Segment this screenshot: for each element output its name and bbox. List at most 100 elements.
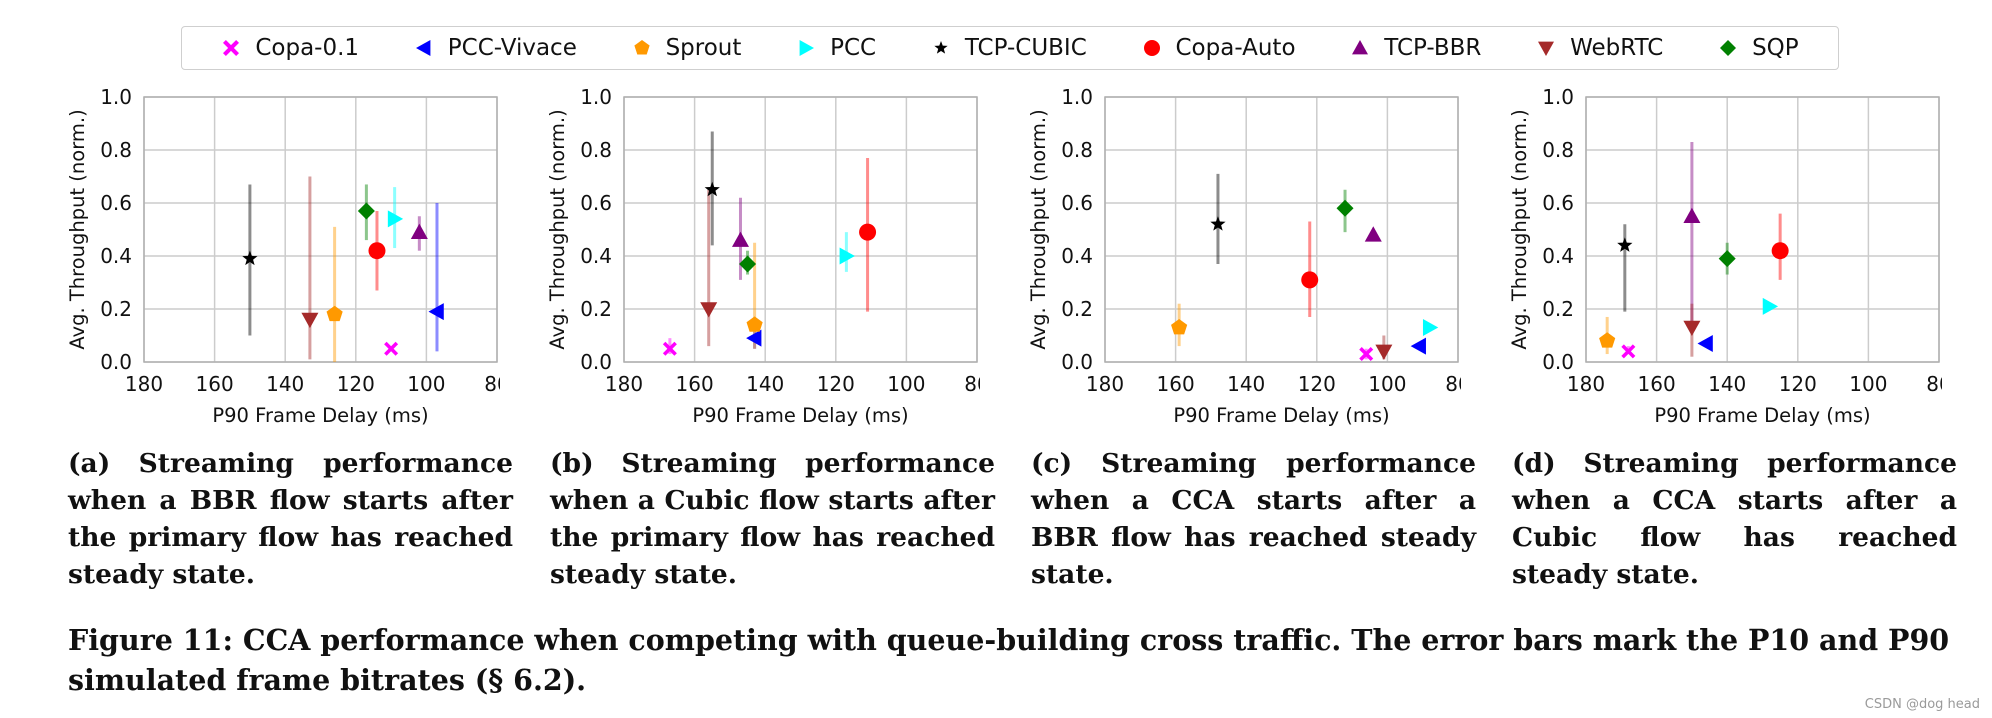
y-tick-label: 1.0: [1061, 85, 1093, 109]
y-tick-label: 0.2: [1542, 297, 1574, 321]
legend-marker: [1352, 40, 1369, 55]
triangle-up-icon: [1352, 40, 1369, 55]
triangle-left-icon: [415, 40, 431, 56]
data-point: [387, 210, 404, 228]
data-point: [1762, 297, 1779, 315]
chart-panel-a: 180 160 140 120 100 80 0.0 0.2 0.4 0.6 0.8 1.0 P90 F…: [66, 85, 500, 427]
data-point: [1336, 199, 1354, 217]
x-tick-label: 140: [746, 372, 784, 396]
x-tick-label: 140: [1708, 372, 1746, 396]
x-tick-label: 100: [1368, 372, 1406, 396]
data-point: [242, 250, 258, 266]
legend-label: PCC-Vivace: [447, 35, 577, 61]
legend-marker: [415, 40, 431, 56]
legend-item: TCP-BBR: [1350, 35, 1481, 61]
y-tick-label: 0.6: [1061, 191, 1093, 215]
data-point: [384, 341, 399, 356]
x-tick-label: 100: [1849, 372, 1887, 396]
triangle-down-icon: [1538, 41, 1555, 56]
y-tick-label: 0.8: [1542, 138, 1574, 162]
y-tick-label: 0.6: [580, 191, 612, 215]
x-axis-label: P90 Frame Delay (ms): [212, 404, 428, 427]
data-point: [1171, 319, 1188, 335]
y-tick-label: 0.2: [580, 297, 612, 321]
x-tick-label: 180: [125, 372, 163, 396]
x-axis-label: P90 Frame Delay (ms): [1173, 404, 1389, 427]
x-tick-label: 80: [964, 372, 980, 396]
y-axis-label: Avg. Throughput (norm.): [546, 109, 569, 349]
caption-a: (a) Streaming performance when a BBR flo…: [68, 445, 513, 593]
y-tick-label: 0.8: [100, 138, 132, 162]
legend-marker: [633, 40, 650, 55]
x-tick-label: 100: [887, 372, 925, 396]
x-tick-label: 180: [1567, 372, 1605, 396]
data-point: [859, 223, 877, 241]
data-point: [368, 242, 386, 260]
caption-label: (a): [68, 448, 111, 479]
y-tick-label: 0.6: [100, 191, 132, 215]
data-point: [1410, 337, 1426, 355]
legend-marker: [1720, 40, 1737, 56]
watermark: CSDN @dog head: [1864, 697, 1980, 712]
legend-marker: [799, 40, 815, 56]
caption-label: (d): [1512, 448, 1556, 479]
legend-item: WebRTC: [1536, 35, 1663, 61]
data-point: [326, 305, 343, 322]
data-point: [700, 302, 718, 318]
data-point: [839, 247, 855, 265]
x-tick-label: 160: [1157, 372, 1195, 396]
legend-label: Copa-0.1: [255, 35, 360, 61]
legend-item: Sprout: [632, 35, 742, 61]
y-tick-label: 1.0: [100, 85, 132, 109]
caption-text: Streaming performance when a BBR flow st…: [68, 448, 513, 590]
legend-marker: [1143, 40, 1160, 56]
plot-frame: [143, 96, 498, 363]
figure-caption: Figure 11: CCA performance when competin…: [68, 623, 1950, 697]
data-point: [662, 341, 677, 356]
legend-label: PCC: [830, 35, 877, 61]
legend-item: Copa-Auto: [1142, 35, 1296, 61]
legend-item: Copa-0.1: [221, 35, 359, 61]
legend-label: Sprout: [665, 35, 742, 61]
star-icon: [934, 41, 948, 54]
y-tick-label: 0.0: [1061, 350, 1093, 374]
data-point: [1359, 347, 1374, 362]
x-tick-label: 80: [484, 372, 500, 396]
x-icon: [223, 40, 240, 56]
x-tick-label: 120: [1298, 372, 1336, 396]
x-tick-label: 180: [605, 372, 643, 396]
caption-d: (d) Streaming performance when a CCA sta…: [1512, 445, 1957, 593]
y-tick-label: 0.4: [100, 244, 132, 268]
data-point: [357, 202, 375, 220]
plot-frame: [1104, 96, 1459, 363]
triangle-right-icon: [799, 40, 815, 56]
x-tick-label: 140: [266, 372, 304, 396]
caption-c: (c) Streaming performance when a CCA sta…: [1031, 445, 1476, 593]
data-point: [1683, 320, 1701, 337]
data-point: [1599, 332, 1616, 348]
data-point: [1697, 334, 1713, 352]
legend-label: WebRTC: [1570, 35, 1664, 61]
y-tick-label: 1.0: [580, 85, 612, 109]
diamond-icon: [1720, 40, 1737, 56]
x-tick-label: 120: [817, 372, 855, 396]
data-point: [1617, 237, 1633, 252]
x-tick-label: 180: [1086, 372, 1124, 396]
data-point: [301, 312, 319, 329]
y-tick-label: 0.2: [1061, 297, 1093, 321]
x-tick-label: 120: [1779, 372, 1817, 396]
y-axis-label: Avg. Throughput (norm.): [1508, 109, 1531, 349]
data-point: [1301, 271, 1319, 289]
y-axis-label: Avg. Throughput (norm.): [66, 109, 89, 349]
caption-text: Streaming performance when a CCA starts …: [1031, 448, 1476, 590]
y-tick-label: 0.4: [580, 244, 612, 268]
x-axis-label: P90 Frame Delay (ms): [1654, 404, 1870, 427]
caption-text: Streaming performance when a Cubic flow …: [550, 448, 995, 590]
x-tick-label: 160: [676, 372, 714, 396]
y-axis-label: Avg. Throughput (norm.): [1027, 109, 1050, 349]
x-tick-label: 140: [1227, 372, 1265, 396]
plot-frame: [1585, 96, 1940, 363]
legend-item: PCC-Vivace: [414, 35, 577, 61]
x-axis-label: P90 Frame Delay (ms): [692, 404, 908, 427]
y-tick-label: 0.8: [580, 138, 612, 162]
